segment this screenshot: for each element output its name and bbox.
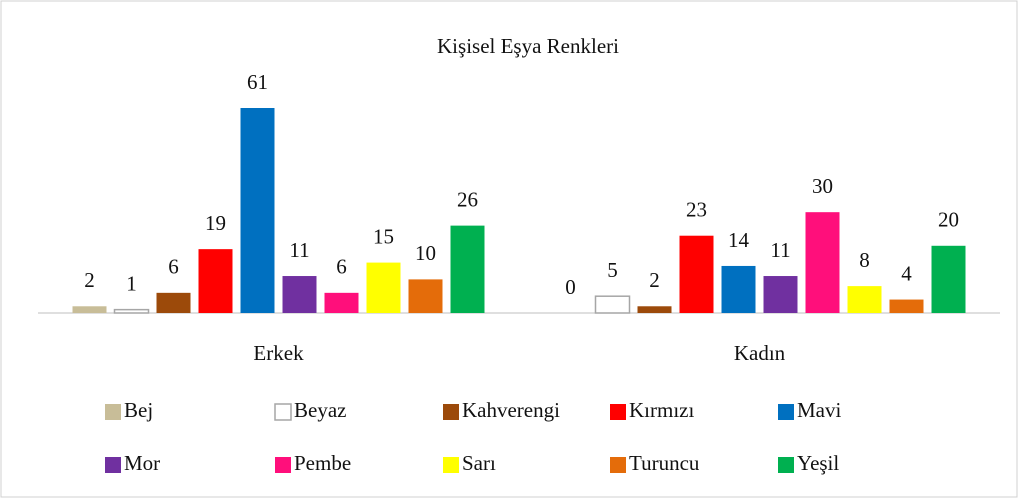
data-label: 6 bbox=[336, 255, 347, 279]
legend-label: Mavi bbox=[797, 398, 841, 422]
bar bbox=[282, 276, 317, 313]
chart-title: Kişisel Eşya Renkleri bbox=[437, 34, 619, 58]
legend-swatch bbox=[778, 404, 794, 420]
bar bbox=[679, 235, 714, 313]
legend-swatch bbox=[105, 457, 121, 473]
legend-label: Beyaz bbox=[294, 398, 346, 422]
data-label: 14 bbox=[728, 228, 750, 252]
bar bbox=[450, 225, 485, 313]
data-label: 26 bbox=[457, 187, 478, 211]
data-label: 11 bbox=[289, 238, 309, 262]
bar bbox=[366, 262, 401, 313]
bar bbox=[156, 292, 191, 313]
bar bbox=[805, 212, 840, 313]
x-tick-label: Erkek bbox=[253, 341, 304, 365]
legend-swatch bbox=[610, 457, 626, 473]
legend-swatch bbox=[443, 404, 459, 420]
data-label: 6 bbox=[168, 255, 179, 279]
legend-label: Bej bbox=[124, 398, 153, 422]
legend-label: Yeşil bbox=[797, 451, 839, 475]
data-label: 15 bbox=[373, 224, 394, 248]
legend-swatch bbox=[275, 457, 291, 473]
legend-label: Mor bbox=[124, 451, 160, 475]
data-label: 10 bbox=[415, 241, 436, 265]
bar bbox=[931, 245, 966, 313]
data-label: 30 bbox=[812, 174, 833, 198]
bar bbox=[594, 295, 631, 314]
legend-label: Sarı bbox=[462, 451, 496, 475]
bar bbox=[763, 276, 798, 313]
bar bbox=[113, 308, 150, 314]
bar bbox=[847, 286, 882, 313]
bar bbox=[721, 265, 756, 313]
legend-label: Kırmızı bbox=[629, 398, 694, 422]
data-label: 61 bbox=[247, 70, 268, 94]
data-label: 8 bbox=[859, 248, 870, 272]
data-label: 2 bbox=[84, 268, 95, 292]
data-label: 4 bbox=[901, 261, 912, 285]
data-label: 23 bbox=[686, 198, 707, 222]
bar bbox=[637, 306, 672, 313]
bar bbox=[198, 249, 233, 313]
data-label: 20 bbox=[938, 208, 959, 232]
legend-swatch bbox=[105, 404, 121, 420]
data-label: 2 bbox=[649, 268, 660, 292]
data-label: 11 bbox=[770, 238, 790, 262]
data-label: 1 bbox=[126, 271, 137, 295]
bar bbox=[324, 292, 359, 313]
bar bbox=[889, 299, 924, 313]
legend-label: Turuncu bbox=[629, 451, 700, 475]
legend-label: Pembe bbox=[294, 451, 351, 475]
bar bbox=[72, 306, 107, 313]
legend-swatch bbox=[778, 457, 794, 473]
legend-label: Kahverengi bbox=[462, 398, 560, 422]
data-label: 19 bbox=[205, 211, 226, 235]
data-label: 5 bbox=[607, 258, 618, 282]
legend-swatch bbox=[274, 403, 292, 421]
bar bbox=[240, 108, 275, 313]
x-tick-label: Kadın bbox=[734, 341, 786, 365]
legend-swatch bbox=[610, 404, 626, 420]
data-label: 0 bbox=[565, 275, 576, 299]
bar bbox=[408, 279, 443, 313]
legend-swatch bbox=[443, 457, 459, 473]
